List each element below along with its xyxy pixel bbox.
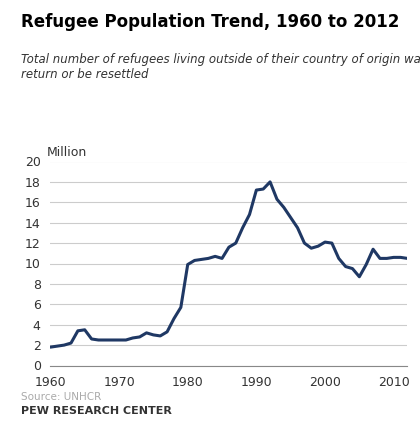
Text: Source: UNHCR: Source: UNHCR [21, 391, 101, 402]
Text: Total number of refugees living outside of their country of origin waiting to
re: Total number of refugees living outside … [21, 53, 420, 81]
Text: Refugee Population Trend, 1960 to 2012: Refugee Population Trend, 1960 to 2012 [21, 13, 399, 31]
Text: Million: Million [47, 147, 87, 159]
Text: PEW RESEARCH CENTER: PEW RESEARCH CENTER [21, 406, 172, 416]
